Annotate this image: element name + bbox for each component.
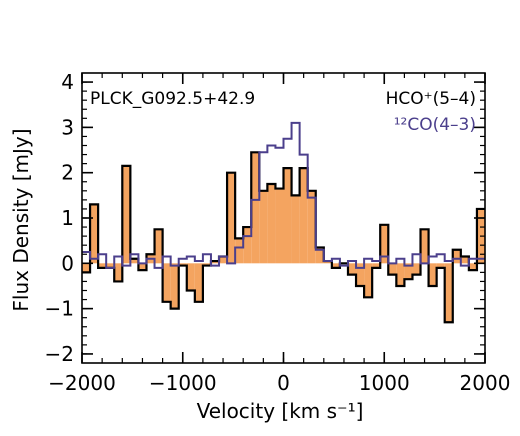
- y-tick-label: 1: [61, 206, 74, 230]
- y-tick-label: 3: [61, 115, 74, 139]
- hco-bar: [251, 152, 259, 263]
- x-tick-label: 0: [277, 371, 290, 395]
- hco-bar: [445, 263, 453, 322]
- hco-bar: [292, 195, 300, 263]
- legend-hco-label: HCO⁺(5–4): [386, 89, 476, 109]
- hco-bar: [90, 204, 98, 263]
- y-tick-label: 4: [61, 70, 74, 94]
- y-tick-label: 2: [61, 161, 74, 185]
- hco-bar: [187, 263, 195, 290]
- hco-bar: [163, 263, 171, 302]
- hco-bar: [429, 263, 437, 286]
- x-axis-label: Velocity [km s⁻¹]: [197, 399, 364, 423]
- hco-bar: [453, 250, 461, 264]
- hco-bar: [227, 173, 235, 264]
- x-tick-label: −1000: [149, 371, 217, 395]
- hco-bar: [195, 263, 203, 302]
- hco-bar: [114, 263, 122, 281]
- hco-bar: [396, 263, 404, 286]
- hco-bar: [412, 263, 420, 274]
- hco-bar: [82, 263, 90, 272]
- hco-bar: [388, 263, 396, 274]
- legend-co-label: ¹²CO(4–3): [394, 115, 476, 135]
- source-label: PLCK_G092.5+42.9: [90, 89, 255, 109]
- hco-bar: [300, 168, 308, 263]
- hco-bar: [348, 263, 356, 274]
- hco-bar: [235, 238, 243, 263]
- hco-bar: [171, 263, 179, 308]
- hco-bar: [275, 189, 283, 264]
- x-tick-label: −2000: [48, 371, 116, 395]
- hco-bar: [243, 227, 251, 263]
- hco-bar: [259, 191, 267, 264]
- hco-bar: [364, 263, 372, 297]
- hco-bar: [122, 166, 130, 263]
- hco-bar: [267, 184, 275, 263]
- y-tick-label: 0: [61, 251, 74, 275]
- hco-bar: [356, 263, 364, 286]
- hco-bar: [284, 168, 292, 263]
- hco-bar: [421, 229, 429, 263]
- hco-bar: [380, 225, 388, 264]
- x-tick-label: 1000: [359, 371, 410, 395]
- plot-area: [82, 123, 485, 322]
- hco-bar: [308, 191, 316, 264]
- y-tick-label: −2: [45, 342, 74, 366]
- y-tick-label: −1: [45, 297, 74, 321]
- x-tick-label: 2000: [460, 371, 511, 395]
- y-axis-label: Flux Density [mJy]: [9, 128, 33, 311]
- hco-bar: [155, 229, 163, 263]
